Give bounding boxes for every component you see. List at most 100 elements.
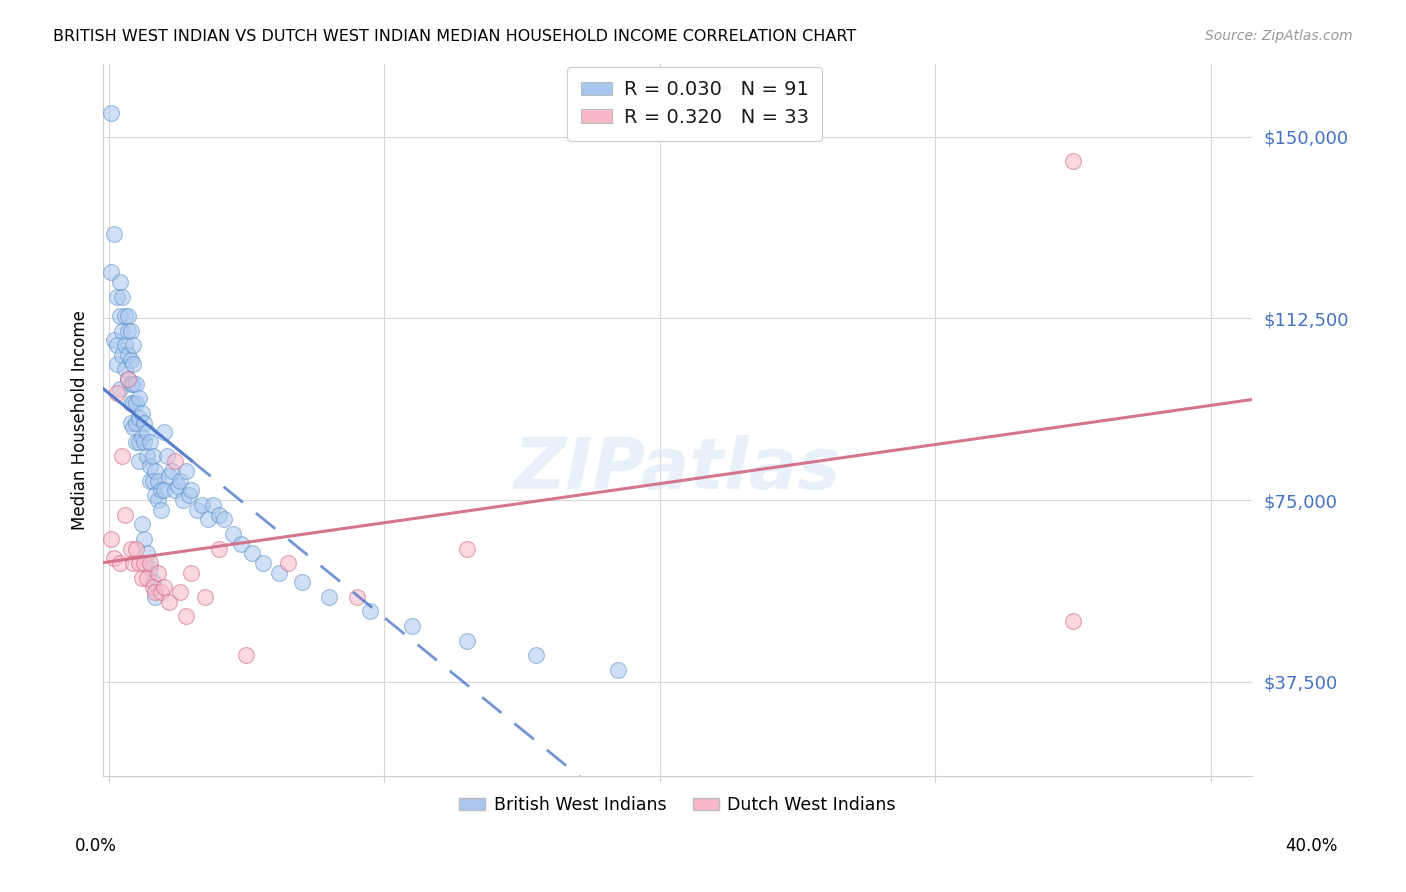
Point (252, 556, 274, 570)
Point (134, 434, 156, 449)
Point (136, 450, 159, 464)
Point (155, 450, 177, 464)
Point (136, 425, 159, 440)
Point (139, 474, 162, 488)
Point (169, 474, 191, 488)
Point (122, 338, 145, 352)
Point (145, 585, 167, 599)
Point (111, 290, 134, 304)
Point (128, 454, 150, 468)
Point (128, 410, 150, 425)
Point (120, 416, 142, 430)
Point (163, 454, 186, 468)
Point (114, 309, 136, 323)
Point (456, 541, 478, 556)
Point (197, 512, 219, 526)
Point (401, 619, 423, 633)
Point (169, 585, 191, 599)
Point (128, 434, 150, 449)
Point (318, 590, 340, 604)
Point (148, 566, 170, 580)
Point (108, 556, 131, 570)
Point (180, 566, 202, 580)
Point (186, 502, 208, 516)
Point (122, 556, 145, 570)
Point (152, 483, 174, 498)
Point (269, 566, 291, 580)
Point (152, 425, 174, 440)
Point (139, 561, 162, 575)
Point (108, 382, 131, 396)
Point (117, 324, 139, 338)
Point (122, 396, 145, 410)
Text: BRITISH WEST INDIAN VS DUTCH WEST INDIAN MEDIAN HOUSEHOLD INCOME CORRELATION CHA: BRITISH WEST INDIAN VS DUTCH WEST INDIAN… (53, 29, 856, 44)
Point (208, 541, 231, 556)
Point (111, 450, 134, 464)
Point (174, 464, 197, 478)
Point (117, 372, 139, 386)
Point (122, 420, 145, 434)
Point (100, 105, 122, 120)
Point (145, 464, 167, 478)
Point (125, 416, 148, 430)
Point (136, 570, 159, 584)
Point (139, 556, 162, 570)
Point (152, 580, 174, 594)
Text: Source: ZipAtlas.com: Source: ZipAtlas.com (1205, 29, 1353, 43)
Point (456, 633, 478, 648)
Point (163, 483, 186, 498)
Point (150, 585, 173, 599)
Y-axis label: Median Household Income: Median Household Income (72, 310, 89, 530)
Point (346, 590, 368, 604)
Point (122, 376, 145, 391)
Point (125, 434, 148, 449)
Point (105, 338, 128, 352)
Point (105, 358, 128, 372)
Point (290, 575, 312, 590)
Point (131, 430, 153, 444)
Point (117, 372, 139, 386)
Point (131, 570, 153, 584)
Point (359, 605, 381, 619)
Point (142, 580, 165, 594)
Point (100, 532, 122, 546)
Point (120, 324, 142, 338)
Legend: British West Indians, Dutch West Indians: British West Indians, Dutch West Indians (453, 789, 903, 821)
Point (172, 493, 194, 508)
Point (117, 309, 139, 323)
Point (105, 386, 128, 401)
Point (150, 502, 173, 516)
Point (103, 551, 125, 566)
Point (142, 474, 165, 488)
Point (191, 498, 214, 512)
Point (174, 609, 197, 624)
Point (108, 275, 131, 289)
Text: 0.0%: 0.0% (75, 837, 117, 855)
Point (148, 474, 170, 488)
Point (1062, 153, 1084, 168)
Point (194, 590, 217, 604)
Point (125, 376, 148, 391)
Point (114, 362, 136, 376)
Point (120, 352, 142, 367)
Point (277, 556, 299, 570)
Text: 40.0%: 40.0% (1285, 837, 1339, 855)
Point (114, 508, 136, 522)
Point (240, 546, 263, 560)
Point (125, 396, 148, 410)
Text: ZIPatlas: ZIPatlas (515, 435, 841, 505)
Point (229, 536, 252, 550)
Point (150, 483, 173, 498)
Point (120, 376, 142, 391)
Point (125, 541, 148, 556)
Point (607, 663, 630, 677)
Point (128, 392, 150, 406)
Point (139, 459, 162, 474)
Point (1062, 614, 1084, 628)
Point (134, 416, 156, 430)
Point (111, 324, 134, 338)
Point (108, 309, 131, 323)
Point (136, 546, 159, 560)
Point (139, 434, 162, 449)
Point (142, 450, 165, 464)
